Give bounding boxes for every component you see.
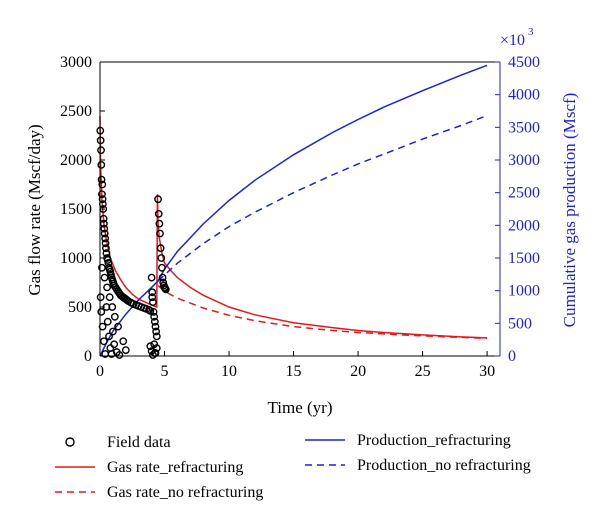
field-data-point xyxy=(148,288,157,297)
x-tick-label: 25 xyxy=(415,363,431,380)
field-data-point xyxy=(108,303,117,311)
legend-field-data-marker xyxy=(65,437,75,447)
field-data-point xyxy=(103,283,111,292)
field-data-point xyxy=(99,337,108,346)
field-data-point xyxy=(152,332,161,341)
field-data-point xyxy=(152,344,161,353)
field-data-point xyxy=(114,322,122,331)
y-right-tick-label: 1000 xyxy=(508,283,540,300)
legend-production-refracturing-label: Production_refracturing xyxy=(357,432,511,449)
field-data-point xyxy=(99,219,108,228)
field-data-point xyxy=(102,244,110,253)
series-line-gas-rate-no-refracturing xyxy=(157,284,488,340)
field-data-point xyxy=(97,307,106,316)
field-data-point xyxy=(96,136,105,145)
field-data-point xyxy=(98,195,107,204)
field-data-point xyxy=(110,312,119,321)
field-data-point xyxy=(110,340,119,349)
field-data-point xyxy=(150,317,159,326)
field-data-point xyxy=(146,307,155,315)
y-right-tick-label: 0 xyxy=(508,348,516,365)
y-axis-right-label: Cumulative gas production (Mscf) xyxy=(560,93,579,328)
field-data-point xyxy=(151,322,160,331)
field-data-point xyxy=(101,239,110,248)
y-left-tick-label: 2500 xyxy=(60,103,92,120)
field-data-point xyxy=(150,312,159,321)
plot-area xyxy=(96,64,488,359)
field-data-point xyxy=(105,293,114,302)
y-right-tick-label: 2000 xyxy=(508,217,540,234)
field-data-point xyxy=(147,273,156,282)
field-data-point xyxy=(98,322,107,331)
field-data-point xyxy=(155,219,164,228)
field-data-point xyxy=(100,224,109,233)
field-data-point xyxy=(109,327,117,336)
field-data-point xyxy=(96,293,105,302)
field-data-point xyxy=(145,306,153,314)
x-tick-label: 15 xyxy=(286,363,302,380)
series-line-production-refracturing xyxy=(99,64,488,357)
y-left-tick-label: 2000 xyxy=(60,152,92,169)
y-right-tick-label: 500 xyxy=(508,315,532,332)
legend-gas-rate-refracturing-label: Gas rate_refracturing xyxy=(107,459,243,476)
field-data-point xyxy=(97,160,106,169)
field-data-point xyxy=(154,195,162,204)
x-tick-label: 20 xyxy=(350,363,366,380)
y-right-tick-label: 4000 xyxy=(508,87,540,104)
y-left-tick-label: 1500 xyxy=(60,201,92,218)
field-data-point xyxy=(97,175,106,184)
right-axis-multiplier: ×10 xyxy=(500,32,525,49)
y-left-tick-label: 1000 xyxy=(60,250,92,267)
field-data-point xyxy=(115,351,124,359)
y-right-tick-label: 2500 xyxy=(508,185,540,202)
field-data-point xyxy=(101,234,110,243)
field-data-point xyxy=(98,263,106,272)
y-right-tick-label: 4500 xyxy=(508,54,540,71)
field-data-point xyxy=(100,229,109,238)
field-data-point xyxy=(97,146,105,155)
field-data-point xyxy=(161,285,170,294)
field-data-point xyxy=(98,190,106,199)
right-axis-exponent: 3 xyxy=(528,26,534,38)
y-left-tick-label: 3000 xyxy=(60,54,92,71)
field-data-point xyxy=(157,254,166,262)
field-data-point xyxy=(149,298,157,306)
legend-field-data-label: Field data xyxy=(107,434,171,451)
y-right-tick-label: 1500 xyxy=(508,250,540,267)
field-data-point xyxy=(149,307,158,316)
series-line-production-no-refracturing xyxy=(157,114,488,282)
y-left-tick-label: 0 xyxy=(84,348,92,365)
x-tick-label: 0 xyxy=(96,363,104,380)
field-data-point xyxy=(156,229,164,238)
x-tick-label: 5 xyxy=(161,363,169,380)
legend-production-no-refracturing-label: Production_no refracturing xyxy=(357,457,531,474)
field-data-point xyxy=(158,263,166,272)
field-data-point xyxy=(152,327,161,336)
field-data-point xyxy=(100,273,109,282)
field-data-point xyxy=(105,332,113,341)
field-data-point xyxy=(148,293,157,302)
field-data-point xyxy=(103,317,112,326)
field-data-point xyxy=(158,273,167,282)
x-axis-label: Time (yr) xyxy=(267,398,332,417)
field-data-point xyxy=(156,244,165,253)
field-data-point xyxy=(154,209,163,218)
x-tick-label: 30 xyxy=(479,363,495,380)
legend: Field data Gas rate_refracturing Gas rate_… xyxy=(55,432,531,501)
y-right-tick-label: 3000 xyxy=(508,152,540,169)
y-axis-left-label: Gas flow rate (Mscf/day) xyxy=(25,124,44,295)
y-left-tick-label: 500 xyxy=(68,299,92,316)
field-data-point xyxy=(98,180,107,189)
x-tick-label: 10 xyxy=(221,363,237,380)
field-data-point xyxy=(121,346,130,355)
field-data-point xyxy=(119,337,128,346)
legend-gas-rate-no-refracturing-label: Gas rate_no refracturing xyxy=(107,484,263,501)
y-right-tick-label: 3500 xyxy=(508,119,540,136)
axes: 0 5 10 15 20 25 30 0 500 1000 1500 2000 2500 3000 0 500… xyxy=(60,54,540,380)
